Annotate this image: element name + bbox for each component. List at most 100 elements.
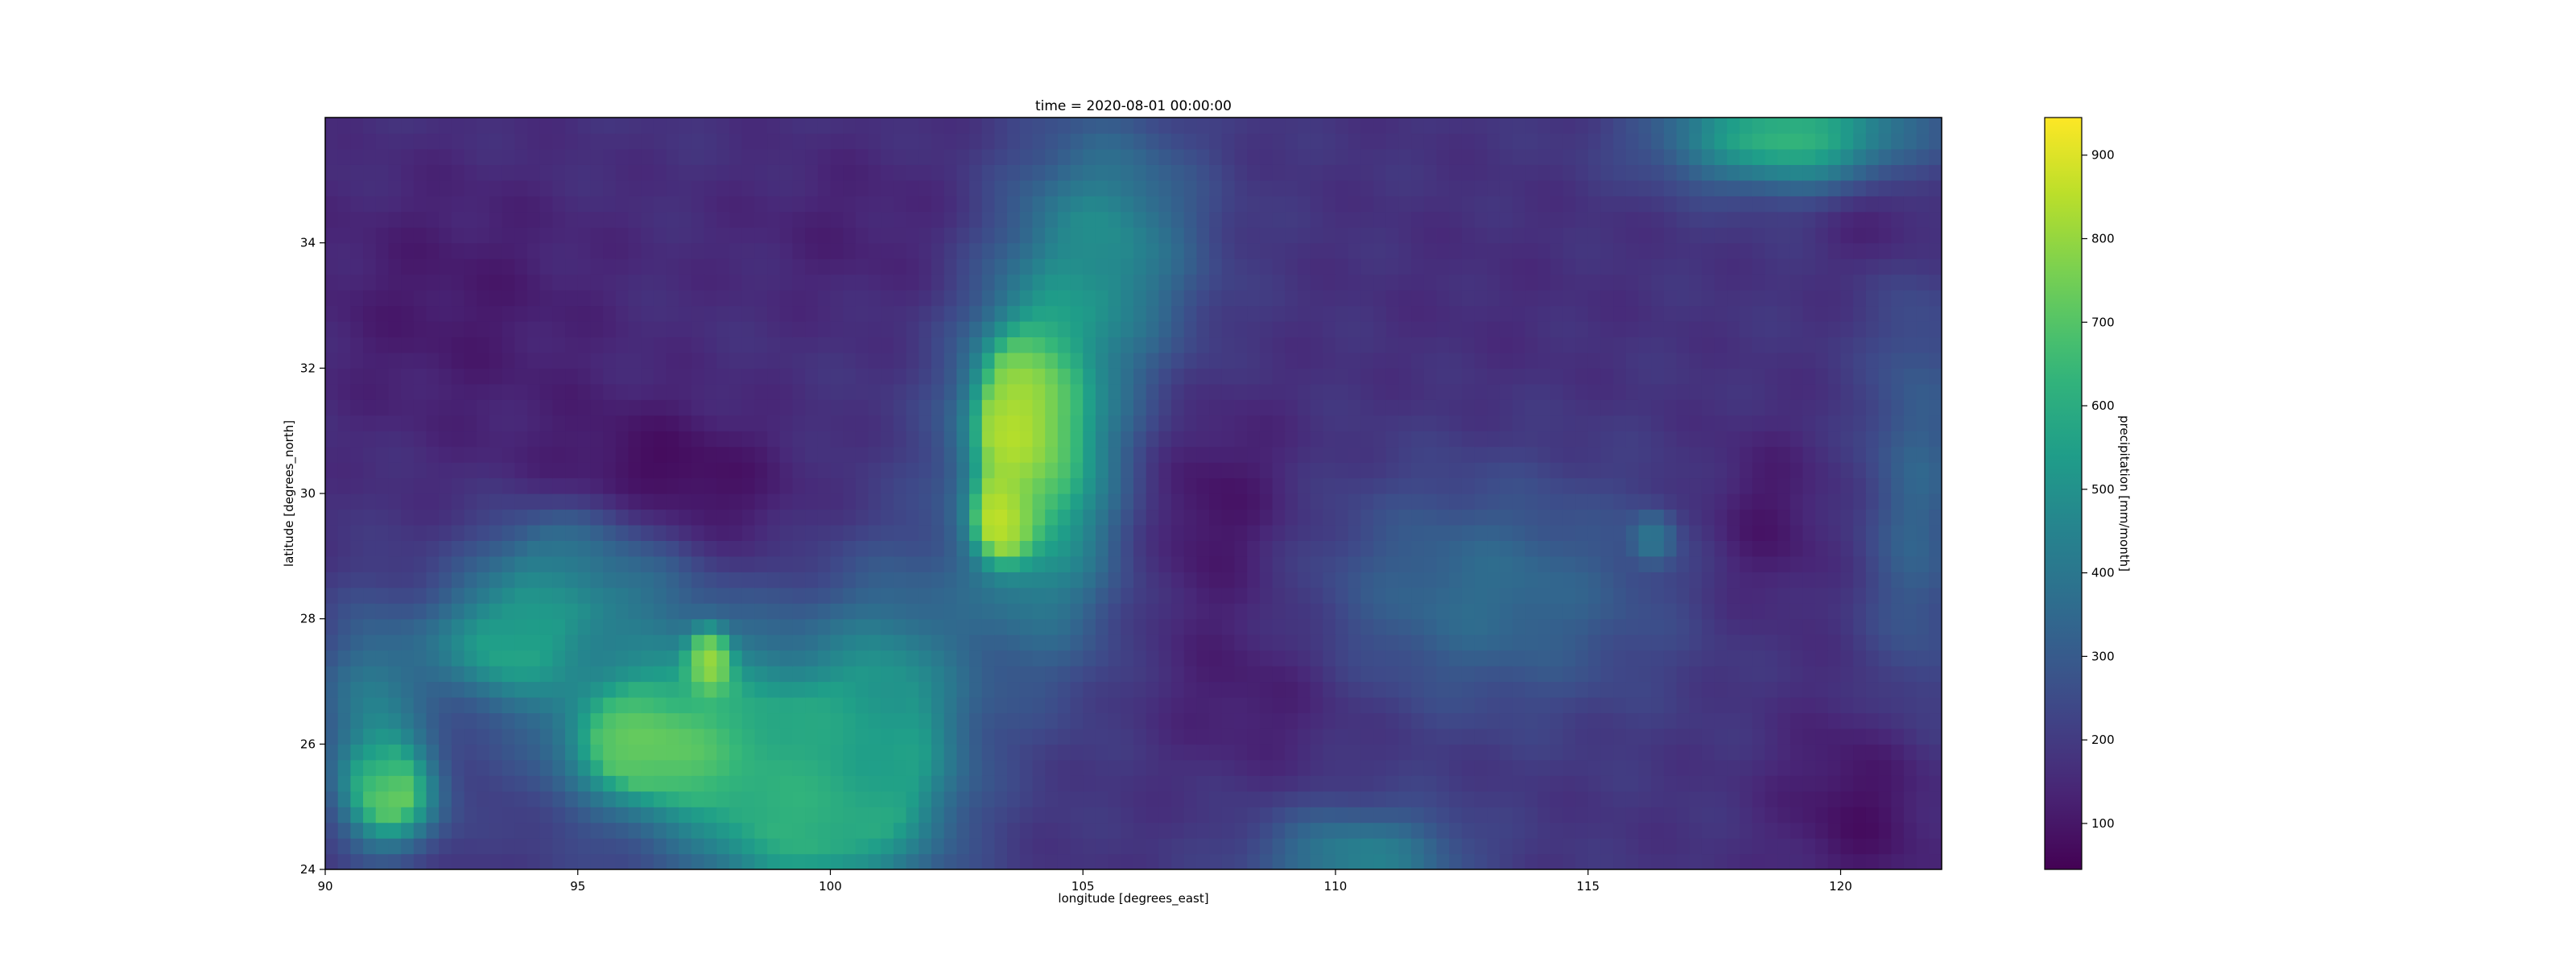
heatmap-cell <box>1790 712 1804 729</box>
heatmap-cell <box>1550 462 1563 479</box>
heatmap-cell <box>805 681 819 698</box>
heatmap-cell <box>388 555 402 572</box>
heatmap-cell <box>1108 634 1121 651</box>
heatmap-cell <box>350 399 364 416</box>
heatmap-cell <box>830 744 844 761</box>
heatmap-cell <box>1600 681 1614 698</box>
heatmap-cell <box>741 493 755 510</box>
heatmap-cell <box>1007 399 1021 416</box>
heatmap-cell <box>817 712 832 729</box>
heatmap-cell <box>1360 572 1374 588</box>
heatmap-cell <box>994 791 1008 807</box>
heatmap-cell <box>1487 493 1501 510</box>
heatmap-cell <box>754 493 768 510</box>
heatmap-cell <box>1323 431 1336 448</box>
heatmap-cell <box>767 290 781 307</box>
heatmap-cell <box>931 446 945 463</box>
heatmap-cell <box>1499 822 1513 839</box>
heatmap-cell <box>1903 838 1918 855</box>
heatmap-cell <box>426 759 440 776</box>
heatmap-cell <box>1234 853 1248 869</box>
heatmap-cell <box>388 462 402 479</box>
heatmap-cell <box>1297 509 1311 526</box>
heatmap-cell <box>1625 352 1640 369</box>
heatmap-cell <box>1740 650 1753 667</box>
heatmap-cell <box>767 603 781 620</box>
heatmap-cell <box>1019 352 1034 369</box>
heatmap-cell <box>1638 336 1652 353</box>
heatmap-cell <box>375 274 390 291</box>
heatmap-cell <box>817 618 832 635</box>
heatmap-cell <box>552 681 566 698</box>
heatmap-cell <box>1095 336 1109 353</box>
heatmap-cell <box>1752 540 1765 557</box>
heatmap-cell <box>363 446 377 463</box>
heatmap-cell <box>1714 368 1728 385</box>
heatmap-cell <box>641 352 654 369</box>
heatmap-cell <box>477 775 490 792</box>
heatmap-cell <box>956 634 970 651</box>
heatmap-cell <box>1891 681 1905 698</box>
heatmap-cell <box>919 696 932 714</box>
heatmap-cell <box>1512 509 1525 526</box>
heatmap-cell <box>413 509 427 526</box>
heatmap-cell <box>641 603 654 620</box>
heatmap-cell <box>830 791 844 807</box>
heatmap-cell <box>1285 666 1298 683</box>
heatmap-cell <box>1538 650 1551 667</box>
heatmap-cell <box>1487 650 1501 667</box>
heatmap-cell <box>1689 258 1703 275</box>
heatmap-cell <box>1777 336 1791 353</box>
heatmap-cell <box>1865 336 1880 353</box>
heatmap-cell <box>1310 290 1323 307</box>
heatmap-cell <box>792 509 806 526</box>
heatmap-cell <box>527 603 541 620</box>
heatmap-cell <box>1878 759 1892 776</box>
heatmap-cell <box>1701 415 1715 431</box>
heatmap-cell <box>1538 822 1551 839</box>
heatmap-cell <box>830 415 844 431</box>
heatmap-cell <box>426 807 440 824</box>
heatmap-cell <box>439 274 452 291</box>
heatmap-cell <box>401 305 415 322</box>
heatmap-cell <box>981 509 996 526</box>
heatmap-cell <box>956 446 970 463</box>
heatmap-cell <box>1323 759 1336 776</box>
heatmap-cell <box>1285 336 1298 353</box>
heatmap-cell <box>1853 399 1867 416</box>
heatmap-cell <box>754 744 768 761</box>
heatmap-cell <box>1714 587 1728 604</box>
heatmap-cell <box>1083 305 1096 322</box>
heatmap-cell <box>1689 477 1703 494</box>
heatmap-cell <box>868 368 881 385</box>
heatmap-cell <box>956 791 970 807</box>
heatmap-cell <box>1411 666 1425 683</box>
heatmap-cell <box>1853 791 1867 807</box>
heatmap-cell <box>628 759 642 776</box>
heatmap-cell <box>1613 728 1627 745</box>
heatmap-cell <box>1385 712 1400 729</box>
heatmap-cell <box>1916 555 1930 572</box>
heatmap-cell <box>1689 555 1703 572</box>
heatmap-cell <box>539 540 553 557</box>
heatmap-cell <box>1171 540 1185 557</box>
heatmap-cell <box>1740 681 1753 698</box>
heatmap-cell <box>741 446 755 463</box>
heatmap-cell <box>741 399 755 416</box>
heatmap-cell <box>704 807 717 824</box>
heatmap-cell <box>590 431 604 448</box>
heatmap-cell <box>514 477 528 494</box>
heatmap-cell <box>1373 493 1387 510</box>
heatmap-cell <box>1853 618 1867 635</box>
heatmap-cell <box>1865 493 1880 510</box>
heatmap-cell <box>969 446 983 463</box>
heatmap-cell <box>1209 807 1223 824</box>
heatmap-cell <box>1689 650 1703 667</box>
heatmap-cell <box>1752 603 1765 620</box>
heatmap-cell <box>1651 258 1665 275</box>
heatmap-cell <box>931 305 945 322</box>
heatmap-cell <box>1133 368 1147 385</box>
heatmap-cell <box>1032 493 1046 510</box>
heatmap-cell <box>1487 258 1501 275</box>
heatmap-cell <box>1133 791 1147 807</box>
